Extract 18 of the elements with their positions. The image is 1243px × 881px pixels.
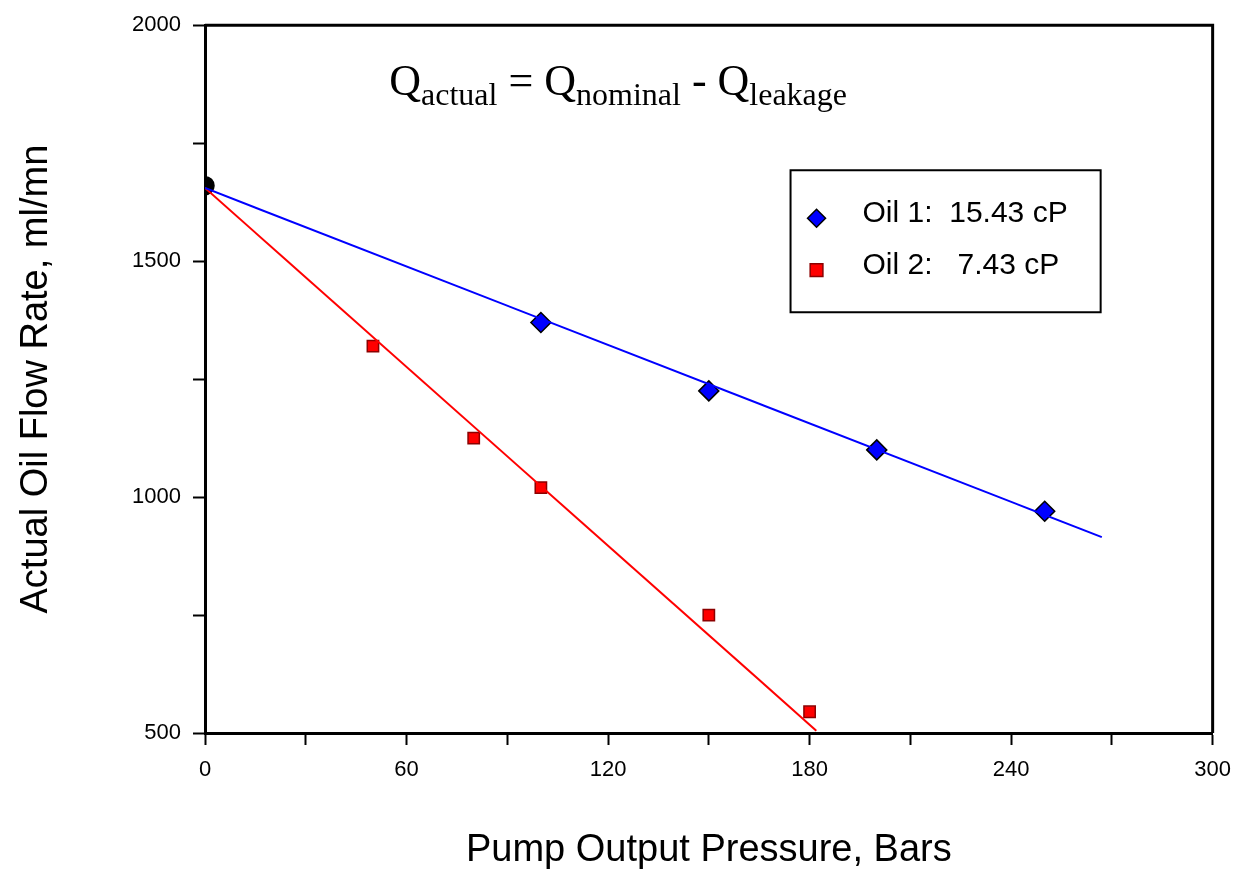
x-tick-label: 300 — [1194, 756, 1232, 782]
legend-label: Oil 1: 15.43 cP — [862, 195, 1068, 229]
point — [698, 380, 720, 402]
y-tick-label: 500 — [144, 719, 181, 745]
x-tick-label: 120 — [589, 756, 627, 782]
point — [702, 608, 716, 622]
legend-label: Oil 2: 7.43 cP — [862, 247, 1060, 281]
y-tick-label: 2000 — [132, 11, 181, 37]
point — [803, 705, 816, 719]
y-tick-label: 1500 — [132, 247, 181, 273]
x-axis-title: Pump Output Pressure, Bars — [465, 826, 952, 869]
x-tick-label: 180 — [791, 756, 828, 782]
x-tick-label: 0 — [198, 756, 212, 782]
x-tick-label: 60 — [394, 756, 419, 782]
y-axis-title: Actual Oil Flow Rate, ml/mn — [13, 144, 56, 614]
x-tick-label: 240 — [992, 756, 1030, 782]
y-tick-label: 1000 — [132, 483, 181, 509]
point — [467, 431, 481, 445]
